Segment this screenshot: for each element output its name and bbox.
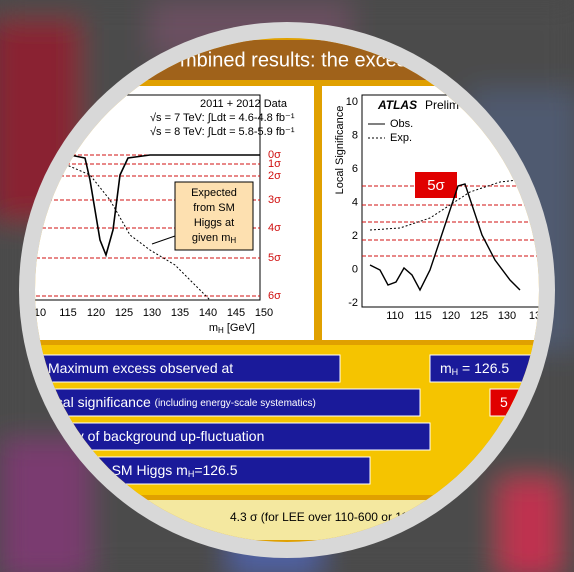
x-tick-label: 135 (171, 307, 189, 319)
x-tick-label: 125 (470, 310, 488, 322)
sigma-label: 6σ (268, 290, 281, 302)
sigma-label: 2σ (268, 170, 281, 182)
x-tick-label: 110 (386, 310, 404, 322)
lumi: √s = 7 TeV: ∫Ldt = 4.6-4.8 fb⁻¹ (150, 112, 295, 124)
annotation-line: given mH (192, 232, 237, 245)
lumi: √s = 8 TeV: ∫Ldt = 5.8-5.9 fb⁻¹ (150, 126, 295, 138)
badge-text: 5σ (427, 177, 445, 194)
x-tick-label: 130 (143, 307, 161, 319)
y-tick-label: 4 (352, 196, 358, 208)
x-tick-label: 120 (87, 307, 105, 319)
x-tick-label: 130 (498, 310, 516, 322)
sigma-label: 4σ (268, 222, 281, 234)
sigma-label: 1σ (268, 158, 281, 170)
row-text: Maximum excess observed at (48, 360, 233, 376)
brand: ATLAS (377, 98, 417, 112)
annotation-line: from SM (193, 202, 235, 214)
legend-entry: Exp. (390, 132, 412, 144)
y-tick-label: -2 (348, 297, 358, 309)
annotation-line: Expected (191, 187, 237, 199)
y-tick-label: 10 (346, 96, 358, 108)
x-tick-label: 125 (115, 307, 133, 319)
x-tick-label: 120 (442, 310, 460, 322)
x-tick-label: 140 (199, 307, 217, 319)
data-label: 2011 + 2012 Data (200, 98, 288, 110)
screenshot: mbined results: the exces minary 2011 + … (0, 0, 574, 572)
legend-entry: Obs. (390, 118, 413, 130)
y-tick-label: 6 (352, 163, 358, 175)
value-text: mH = 126.5 (440, 360, 509, 378)
y-tick-label: 2 (352, 230, 358, 242)
y-tick-label: 8 (352, 129, 358, 141)
y-tick-label: 0 (352, 263, 358, 275)
x-tick-label: 115 (414, 310, 432, 322)
x-tick-label: 150 (255, 307, 273, 319)
x-tick-label: 145 (227, 307, 245, 319)
y-axis-label: Local Significance (334, 106, 346, 195)
sigma-label: 3σ (268, 194, 281, 206)
x-axis-label: mH [GeV] (209, 322, 255, 335)
x-tick-label: 115 (59, 307, 77, 319)
sigma-label: 5σ (268, 252, 281, 264)
annotation-line: Higgs at (194, 217, 234, 229)
value-text: 5 (500, 394, 508, 410)
